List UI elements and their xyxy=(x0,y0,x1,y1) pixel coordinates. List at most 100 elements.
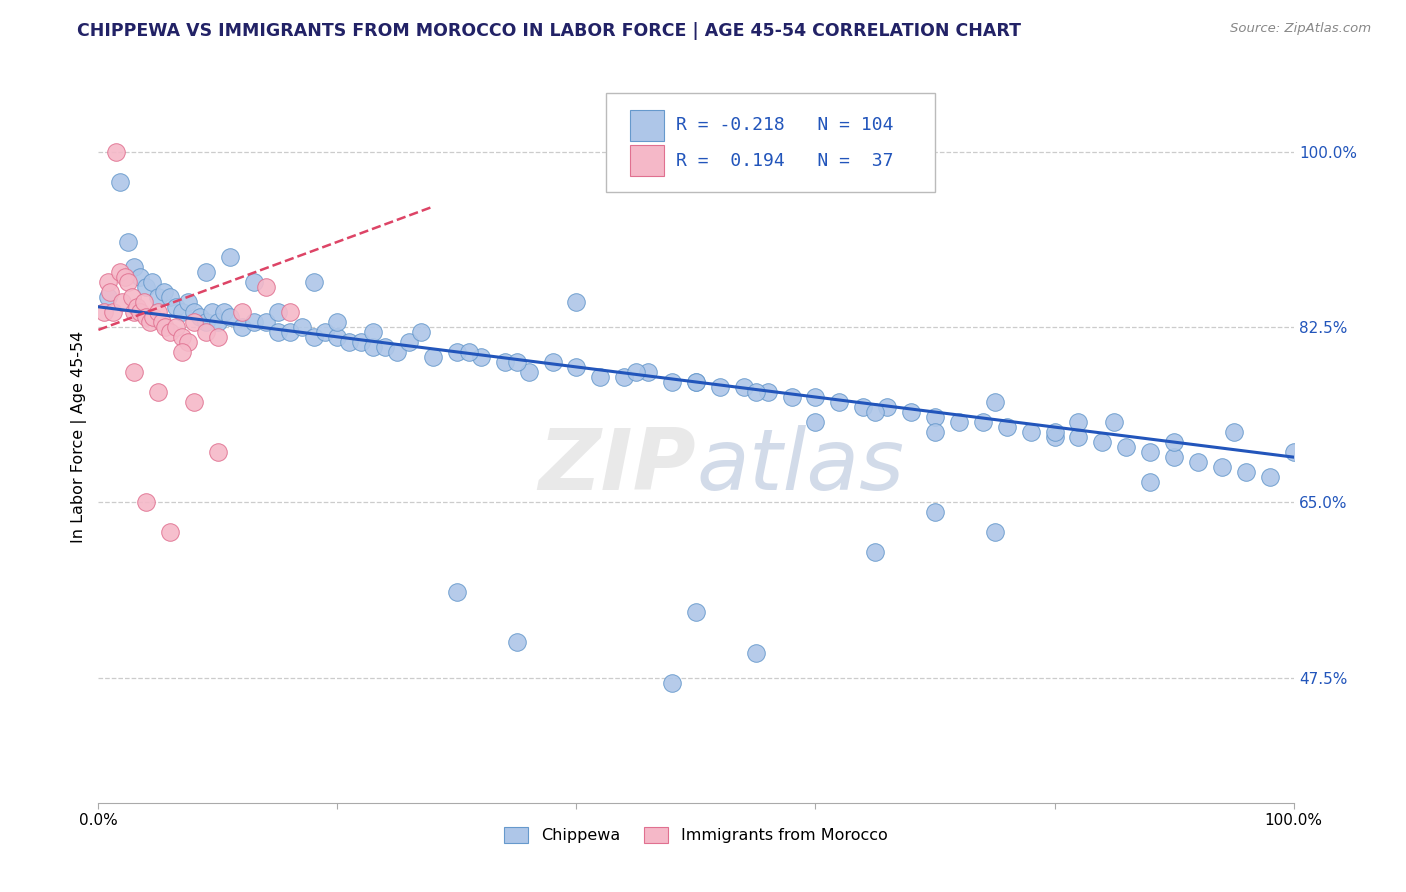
Point xyxy=(111,294,134,309)
Point xyxy=(661,675,683,690)
Point xyxy=(108,265,131,279)
Point xyxy=(900,405,922,419)
Point xyxy=(135,280,157,294)
Point xyxy=(1091,435,1114,450)
Point xyxy=(121,290,143,304)
Point xyxy=(291,319,314,334)
Point xyxy=(685,375,707,389)
Point xyxy=(1223,425,1246,439)
Point xyxy=(183,315,205,329)
Point xyxy=(302,330,325,344)
Point xyxy=(142,310,165,324)
Point xyxy=(212,305,235,319)
Point xyxy=(183,305,205,319)
Point xyxy=(1163,435,1185,450)
Point xyxy=(101,305,124,319)
Point xyxy=(733,380,755,394)
Point xyxy=(326,315,349,329)
Point xyxy=(411,325,433,339)
Point xyxy=(125,300,148,314)
Point xyxy=(207,445,229,459)
Point xyxy=(195,315,218,329)
Point xyxy=(804,415,827,429)
Legend: Chippewa, Immigrants from Morocco: Chippewa, Immigrants from Morocco xyxy=(498,821,894,850)
Point xyxy=(1139,445,1161,459)
Point xyxy=(422,350,444,364)
Point xyxy=(661,375,683,389)
Point xyxy=(267,305,290,319)
Point xyxy=(984,525,1007,540)
Point xyxy=(177,334,200,349)
Point xyxy=(363,325,385,339)
Point xyxy=(828,395,851,409)
Point xyxy=(589,370,612,384)
Point xyxy=(339,334,361,349)
Point xyxy=(613,370,636,384)
Point xyxy=(363,340,385,354)
Point xyxy=(97,275,120,289)
Point xyxy=(374,340,396,354)
Point xyxy=(124,260,146,274)
Point xyxy=(1234,465,1257,479)
Point xyxy=(129,269,152,284)
Point xyxy=(148,290,170,304)
Point xyxy=(626,365,648,379)
Point xyxy=(243,275,266,289)
Point xyxy=(745,646,768,660)
Point xyxy=(1067,415,1090,429)
Point xyxy=(780,390,803,404)
Point xyxy=(685,375,707,389)
Point xyxy=(972,415,994,429)
Point xyxy=(98,285,122,299)
Point xyxy=(195,325,218,339)
Point xyxy=(195,265,218,279)
Point xyxy=(188,310,211,324)
Point xyxy=(506,635,529,649)
Point xyxy=(97,290,120,304)
Point xyxy=(150,315,173,329)
Point xyxy=(132,294,155,309)
Point xyxy=(924,505,946,519)
Point xyxy=(207,330,229,344)
Point xyxy=(1067,430,1090,444)
Point xyxy=(141,275,163,289)
Point xyxy=(114,269,136,284)
Point xyxy=(254,280,277,294)
Point xyxy=(201,305,224,319)
Point xyxy=(165,300,187,314)
Point xyxy=(565,294,588,309)
Point xyxy=(1211,460,1233,475)
Point xyxy=(155,319,177,334)
Point xyxy=(278,305,301,319)
Point xyxy=(1139,475,1161,490)
Point xyxy=(93,305,115,319)
Point xyxy=(865,545,887,559)
Point xyxy=(984,395,1007,409)
Point xyxy=(398,334,420,349)
Point xyxy=(1019,425,1042,439)
Point xyxy=(1258,470,1281,484)
Point xyxy=(804,390,827,404)
Point xyxy=(177,294,200,309)
Point xyxy=(219,310,242,324)
Point xyxy=(124,305,146,319)
Point xyxy=(278,325,301,339)
Point xyxy=(350,334,373,349)
Point xyxy=(924,425,946,439)
Point xyxy=(243,315,266,329)
Point xyxy=(517,365,540,379)
FancyBboxPatch shape xyxy=(630,110,664,141)
Point xyxy=(1115,440,1137,454)
Point xyxy=(108,175,131,189)
Point xyxy=(207,315,229,329)
Point xyxy=(494,355,516,369)
Point xyxy=(231,319,253,334)
Point xyxy=(565,359,588,374)
Point xyxy=(148,305,170,319)
Point xyxy=(231,305,253,319)
Point xyxy=(709,380,731,394)
Point xyxy=(924,410,946,425)
Point xyxy=(1187,455,1209,469)
Point xyxy=(385,345,409,359)
Point xyxy=(254,315,277,329)
